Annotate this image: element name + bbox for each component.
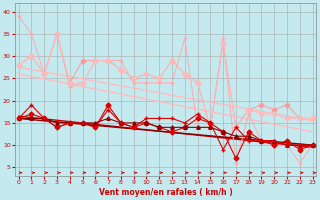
X-axis label: Vent moyen/en rafales ( km/h ): Vent moyen/en rafales ( km/h ) bbox=[99, 188, 232, 197]
